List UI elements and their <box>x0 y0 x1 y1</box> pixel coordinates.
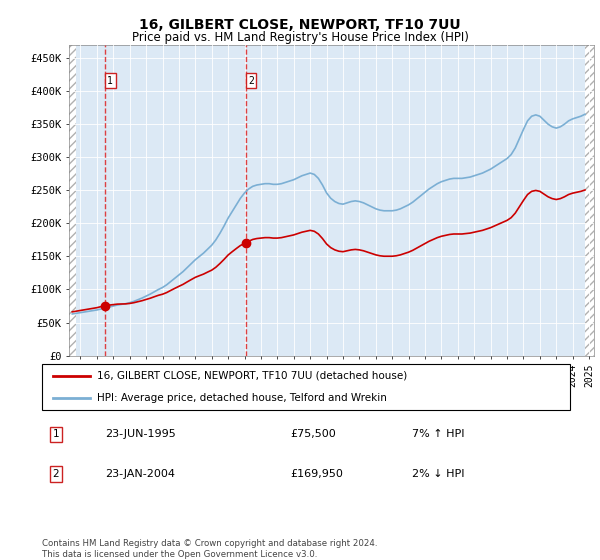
Text: 16, GILBERT CLOSE, NEWPORT, TF10 7UU (detached house): 16, GILBERT CLOSE, NEWPORT, TF10 7UU (de… <box>97 371 407 381</box>
FancyBboxPatch shape <box>42 364 570 410</box>
Text: 2: 2 <box>248 76 254 86</box>
Text: 23-JAN-2004: 23-JAN-2004 <box>106 469 175 479</box>
Text: 1: 1 <box>107 76 113 86</box>
Text: £169,950: £169,950 <box>290 469 343 479</box>
Text: 7% ↑ HPI: 7% ↑ HPI <box>412 430 464 440</box>
Text: 16, GILBERT CLOSE, NEWPORT, TF10 7UU: 16, GILBERT CLOSE, NEWPORT, TF10 7UU <box>139 18 461 32</box>
Text: 23-JUN-1995: 23-JUN-1995 <box>106 430 176 440</box>
Text: HPI: Average price, detached house, Telford and Wrekin: HPI: Average price, detached house, Telf… <box>97 393 388 403</box>
Text: £75,500: £75,500 <box>290 430 336 440</box>
Text: 2% ↓ HPI: 2% ↓ HPI <box>412 469 464 479</box>
Text: Price paid vs. HM Land Registry's House Price Index (HPI): Price paid vs. HM Land Registry's House … <box>131 31 469 44</box>
Text: Contains HM Land Registry data © Crown copyright and database right 2024.
This d: Contains HM Land Registry data © Crown c… <box>42 539 377 559</box>
Text: 2: 2 <box>53 469 59 479</box>
Text: 1: 1 <box>53 430 59 440</box>
